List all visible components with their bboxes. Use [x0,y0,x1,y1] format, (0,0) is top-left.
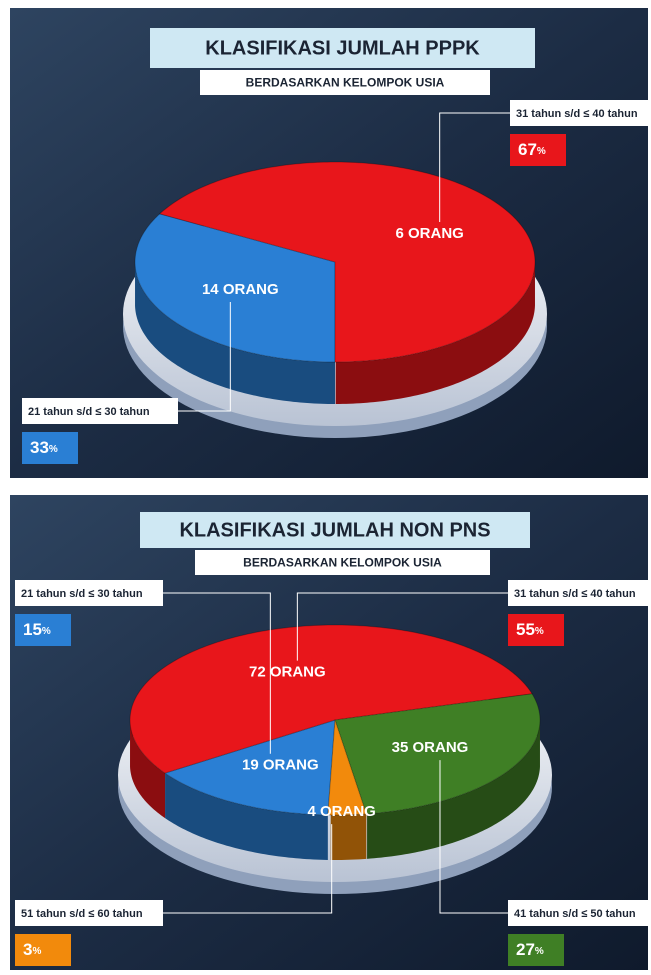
category-label: 21 tahun s/d ≤ 30 tahun [21,588,143,600]
chart-subtitle: BERDASARKAN KELOMPOK USIA [246,76,445,90]
percent-label: 27% [516,940,544,959]
slice-side [330,813,367,860]
category-label: 51 tahun s/d ≤ 60 tahun [21,908,143,920]
category-box [15,580,163,606]
chart-subtitle: BERDASARKAN KELOMPOK USIA [243,556,442,570]
title-banner [140,512,530,548]
percent-label: 67% [518,140,546,159]
category-box [508,580,650,606]
leader-line [163,824,333,914]
category-box [15,900,163,926]
slice-count-label: 14 ORANG [202,281,279,298]
percent-box [15,934,71,966]
slice [129,624,533,774]
slice [327,719,368,816]
slice [334,693,541,815]
leader-line [439,760,508,914]
slice-count-label: 19 ORANG [242,757,319,774]
percent-label: 3% [23,940,41,959]
subtitle-banner [200,70,490,95]
category-box [22,398,178,424]
chart-title: KLASIFIKASI JUMLAH PPPK [205,37,480,59]
subtitle-banner [195,550,490,575]
slice-count-label: 4 ORANG [308,803,376,820]
percent-label: 55% [516,620,544,639]
chart-title: KLASIFIKASI JUMLAH NON PNS [179,519,490,541]
title-banner [150,28,535,68]
slice [158,161,536,363]
category-label: 31 tahun s/d ≤ 40 tahun [516,108,638,120]
slice-side [165,773,328,860]
category-label: 21 tahun s/d ≤ 30 tahun [28,406,150,418]
leader-line [163,592,271,754]
percent-box [22,432,78,464]
slice-count-label: 6 ORANG [396,225,464,242]
percent-box [510,134,566,166]
percent-box [508,614,564,646]
slice [163,719,336,816]
category-label: 31 tahun s/d ≤ 40 tahun [514,588,636,600]
leader-line [178,301,231,412]
slice [134,213,336,363]
percent-label: 33% [30,438,58,457]
slice-side [130,721,166,819]
percent-label: 15% [23,620,51,639]
percent-box [508,934,564,966]
slice-count-label: 35 ORANG [392,739,469,756]
leader-line [439,112,510,223]
slice-side [367,721,540,859]
category-box [510,100,648,126]
category-box [508,900,650,926]
slice-side [135,263,335,404]
slice-count-label: 72 ORANG [249,664,326,681]
percent-box [15,614,71,646]
slice-side [335,263,535,404]
category-label: 41 tahun s/d ≤ 50 tahun [514,908,636,920]
leader-line [296,592,508,661]
